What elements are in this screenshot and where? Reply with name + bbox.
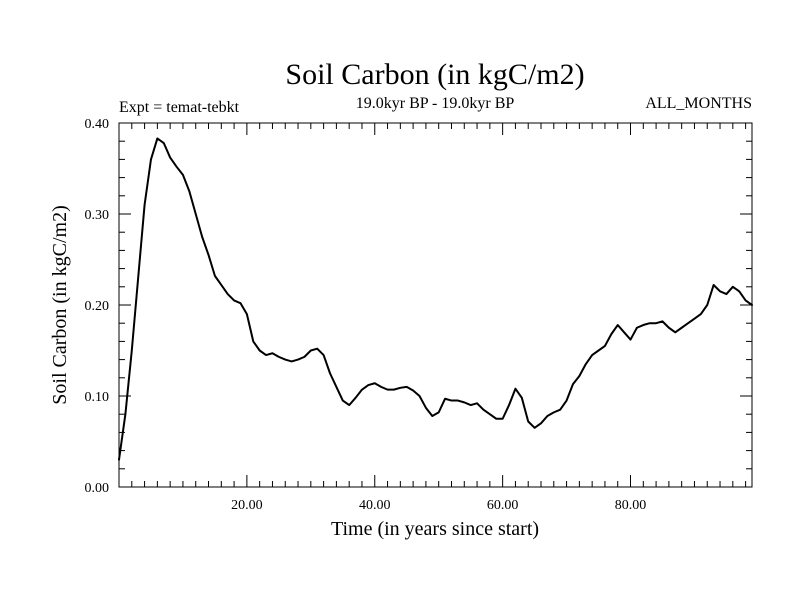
axis-ticks xyxy=(119,123,752,487)
x-tick-label: 80.00 xyxy=(615,498,647,513)
chart-title: Soil Carbon (in kgC/m2) xyxy=(285,58,584,91)
experiment-label: Expt = temat-tebkt xyxy=(119,99,240,116)
y-axis-label: Soil Carbon (in kgC/m2) xyxy=(49,205,71,404)
y-tick-label: 0.30 xyxy=(85,208,110,223)
x-tick-label: 40.00 xyxy=(359,498,391,513)
x-axis-label: Time (in years since start) xyxy=(331,518,539,540)
x-tick-label: 60.00 xyxy=(487,498,519,513)
period-label: ALL_MONTHS xyxy=(645,95,752,112)
y-tick-label: 0.10 xyxy=(85,390,110,405)
series-line-soil-carbon xyxy=(118,137,753,461)
plot-frame xyxy=(118,122,753,488)
y-tick-label: 0.40 xyxy=(85,117,110,132)
chart-subtitle: 19.0kyr BP - 19.0kyr BP xyxy=(356,95,515,112)
y-tick-label: 0.00 xyxy=(85,481,110,496)
axis-tick-labels: 20.00 40.00 60.00 80.00 0.00 0.10 0.20 0.30 0.40 xyxy=(85,117,647,513)
y-tick-label: 0.20 xyxy=(85,299,110,314)
x-tick-label: 20.00 xyxy=(231,498,263,513)
